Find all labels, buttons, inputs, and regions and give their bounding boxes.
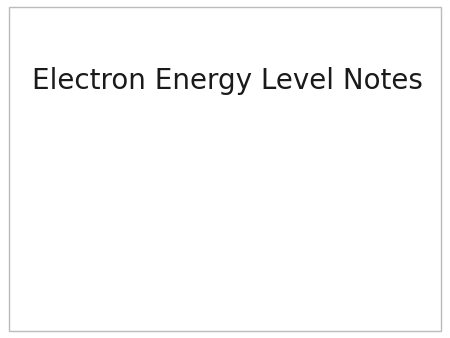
Text: Electron Energy Level Notes: Electron Energy Level Notes <box>32 67 423 95</box>
